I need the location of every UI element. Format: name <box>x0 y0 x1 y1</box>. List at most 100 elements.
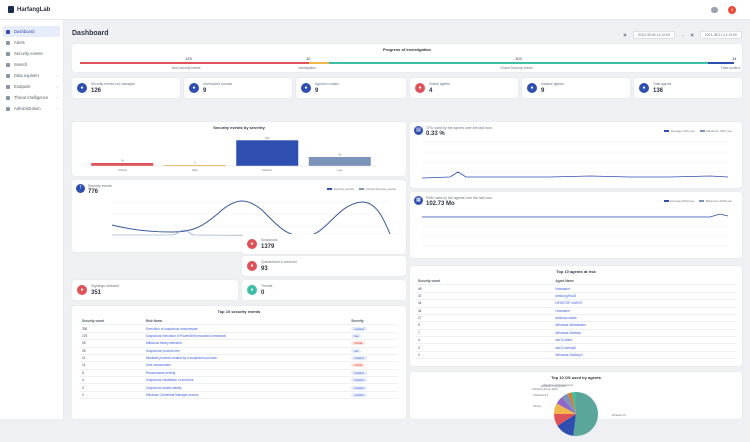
rule-link[interactable]: Malicious binary detected <box>143 339 350 348</box>
agent-link[interactable]: win10-client <box>553 336 736 345</box>
agent-link[interactable]: DESKTOP-AGENT <box>553 299 736 308</box>
logo[interactable]: HarfangLab <box>8 6 50 13</box>
table-row[interactable]: 25 Suspicious process tree low <box>80 347 398 355</box>
stat-card-total-agents[interactable]: ● Total agents 136 <box>634 78 742 98</box>
sidebar-item-search[interactable]: Search <box>0 59 63 70</box>
agent-link[interactable]: desktop-iuaezk <box>553 314 736 323</box>
rule-link[interactable]: Suspicious Adobe activity <box>143 383 350 392</box>
cpu-legend-avg[interactable]: Average CPU use <box>664 129 695 133</box>
agent-link[interactable]: win10-tomcat2 <box>553 343 736 352</box>
rule-link[interactable]: Suspicious installation of services <box>143 376 350 385</box>
progress-segment-investigation[interactable] <box>308 62 329 64</box>
agent-link[interactable]: Windows-Desktop2 <box>553 351 736 360</box>
rule-link[interactable]: Ransomware activity <box>143 369 350 378</box>
col-agent-name[interactable]: Agent Name <box>553 278 736 286</box>
sidebar-item-security-events[interactable]: Security events <box>0 48 63 59</box>
table-row[interactable]: 3 Suspicious Adobe activity medium <box>80 383 398 392</box>
progress-segment-new[interactable] <box>80 62 309 64</box>
table-row[interactable]: 5 Ransomware activity medium <box>80 369 398 378</box>
pie-slice[interactable] <box>561 393 576 414</box>
agent-link[interactable]: Windows-Workstation <box>553 321 736 330</box>
rule-link[interactable]: Suspicious execution of PowerShell encod… <box>143 332 350 341</box>
table-row[interactable]: 9 Windows-Workstation <box>416 321 736 330</box>
table-row[interactable]: 11 Mimikatz process created by a suspicio… <box>80 354 398 363</box>
events-legend-all[interactable]: Security events <box>326 187 354 191</box>
col-rule-name[interactable]: Rule Name <box>143 318 350 326</box>
sidebar-item-data-explorer[interactable]: Data explorer › <box>0 70 63 81</box>
date-to-input[interactable]: 2021-08-12 11:10:50 <box>699 31 742 39</box>
stat-value: 9 <box>315 88 319 94</box>
pie-slice[interactable] <box>567 392 576 414</box>
table-row[interactable]: 2 Windows-Desktop2 <box>416 351 736 360</box>
stat-card-threats[interactable]: ● Threats 0 <box>242 280 406 300</box>
agent-link[interactable]: Hostname <box>553 284 736 293</box>
severity-bar-medium[interactable] <box>236 140 299 166</box>
table-row[interactable]: 7 Windows-Desktop <box>416 329 736 338</box>
date-from-input[interactable]: 2021-08-05 11:10:50 <box>632 31 675 39</box>
pie-slice[interactable] <box>573 392 598 436</box>
sidebar-item-administration[interactable]: Administration › <box>0 103 63 114</box>
table-row[interactable]: 49 Hostname <box>416 284 736 293</box>
progress-false-count[interactable]: 14 <box>732 56 737 61</box>
table-row[interactable]: 41 DESKTOP-AGENT <box>416 299 736 308</box>
rule-link[interactable]: Execution of suspicious ransomware <box>143 324 350 333</box>
table-row[interactable]: 47 desktop-jfha19 <box>416 292 736 301</box>
pie-label: Windows 8.1 <box>533 393 548 397</box>
col-event-count[interactable]: Security count <box>80 318 144 326</box>
severity-bar-low[interactable] <box>308 157 371 166</box>
progress-investigation-count[interactable]: 10 <box>306 56 311 61</box>
stat-card-agents-to-watch[interactable]: ● Agents to watch 9 <box>296 78 406 98</box>
sidebar-item-label: Data explorer <box>14 73 40 78</box>
sidebar-item-dashboard[interactable]: Dashboard <box>3 26 60 37</box>
ram-line-chart <box>422 213 729 247</box>
ram-legend-max[interactable]: Maximum RAM use <box>699 199 732 203</box>
stat-card-online-agents[interactable]: ● Online agents 4 <box>410 78 518 98</box>
severity-bar-critical[interactable] <box>91 163 154 166</box>
severity-bar-high[interactable] <box>163 165 226 166</box>
pie-slice[interactable] <box>571 392 576 414</box>
rule-link[interactable]: Mimikatz process created by a suspicious… <box>143 354 350 363</box>
progress-closed-count[interactable]: 103 <box>515 56 522 61</box>
table-row[interactable]: 4 win10-client <box>416 336 736 345</box>
table-row[interactable]: 31 Hostname <box>416 307 736 315</box>
col-security-count[interactable]: Security count <box>416 278 554 286</box>
table-row[interactable]: 2 Windows Credential Manager access medium <box>80 391 398 400</box>
quarantine-icon: ● <box>247 261 257 271</box>
sidebar-item-alerts[interactable]: Alerts <box>0 37 63 48</box>
stat-value: 9 <box>203 88 207 94</box>
sidebar-item-endpoint[interactable]: Endpoint › <box>0 81 63 92</box>
severity-badge: medium <box>351 370 368 375</box>
rule-link[interactable]: Suspicious process tree <box>143 347 350 355</box>
table-row[interactable]: 11 User ransomware critical <box>80 361 398 370</box>
rule-link[interactable]: User ransomware <box>143 361 350 370</box>
rule-link[interactable]: Windows Credential Manager access <box>143 391 350 400</box>
table-row[interactable]: 3 win10-tomcat2 <box>416 343 736 352</box>
cpu-chart-card: ▤ CPU used by the agents over the last h… <box>410 122 742 188</box>
table-row[interactable]: 330 Execution of suspicious ransomware med… <box>80 324 398 333</box>
stat-card-inactive-agents[interactable]: ● Inactive agents 9 <box>522 78 630 98</box>
table-row[interactable]: 175 Suspicious execution of PowerShell en… <box>80 332 398 341</box>
pie-slice[interactable] <box>554 403 576 414</box>
col-severity[interactable]: Severity <box>349 318 398 326</box>
stat-card-unresolved-domain[interactable]: ● Unresolved domain 9 <box>184 78 292 98</box>
theme-toggle-icon[interactable] <box>711 7 718 13</box>
pie-slice[interactable] <box>556 397 576 414</box>
sidebar-item-threat-intelligence[interactable]: Threat intelligence › <box>0 92 63 103</box>
stat-card-sightings-detected[interactable]: ● Sightings detected 351 <box>72 280 238 300</box>
progress-segment-false[interactable] <box>707 62 734 64</box>
agent-link[interactable]: Windows-Desktop <box>553 329 736 338</box>
table-row[interactable]: 4 Suspicious installation of services medi… <box>80 376 398 385</box>
table-row[interactable]: 25 Malicious binary detected critical <box>80 339 398 348</box>
events-legend-critical[interactable]: Critical Security events <box>358 187 396 191</box>
stat-card-quarantined-resolved[interactable]: ● Quarantined & resolved 93 <box>242 256 406 276</box>
cpu-legend-max[interactable]: Maximum CPU use <box>699 129 732 133</box>
ram-legend-avg[interactable]: Average RAM use <box>663 199 694 203</box>
agent-link[interactable]: Hostname <box>553 307 736 315</box>
progress-new-count[interactable]: 129 <box>185 56 192 61</box>
agent-link[interactable]: desktop-jfha19 <box>553 292 736 301</box>
stat-card-suspicious[interactable]: ● Suspicious 1379 <box>242 234 406 254</box>
progress-segment-closed[interactable] <box>328 62 708 64</box>
table-row[interactable]: 17 desktop-iuaezk <box>416 314 736 323</box>
stat-card-security-events-not-managed[interactable]: ● Security events not managed 126 <box>72 78 180 98</box>
notification-badge[interactable]: 4 <box>728 6 736 14</box>
